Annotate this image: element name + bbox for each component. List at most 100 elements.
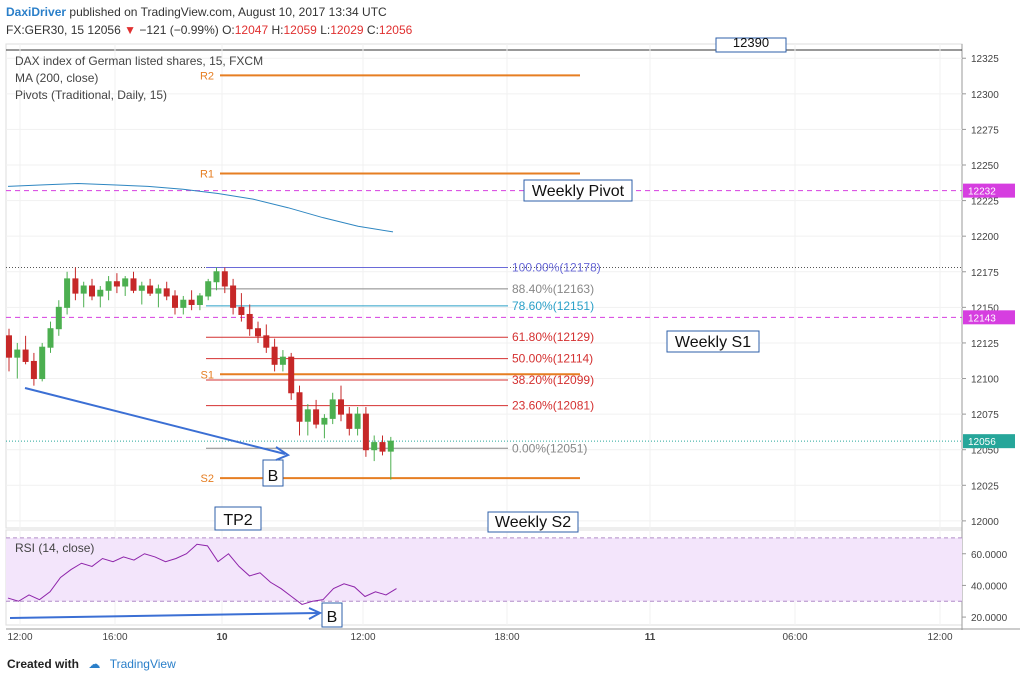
price-tick-label: 12150 [971,303,999,314]
candle-body [279,356,286,365]
weekly-pivot-annotation-box [523,179,633,202]
pivot-label-s1: S1 [201,369,214,381]
time-tick-label: 06:00 [782,632,807,643]
candle-body [14,349,21,358]
fib-level-label: 38.20%(12099) [512,373,594,387]
candle-body [55,306,62,330]
high-value: 12059 [283,23,317,37]
close-value: 12056 [378,23,413,37]
price-axis-badge-text: 12232 [968,187,996,198]
down-arrow-icon: ▼ [124,23,136,37]
candle-body [122,278,129,287]
legend-rsi: RSI (14, close) [15,541,95,555]
legend-pivots: Pivots (Traditional, Daily, 15) [15,88,168,102]
rsi-tick-label: 60.0000 [971,550,1008,561]
fib-level-label: 100.00%(12178) [512,260,601,274]
candle-body [39,346,46,380]
low-label: L: [320,23,331,37]
rsi-tick-label: 20.0000 [971,613,1008,624]
candle-body [288,356,295,394]
price-tick-label: 12050 [971,446,999,457]
candle-body [196,295,203,306]
candle-body [47,328,54,348]
publish-text: published on TradingView.com, August 10,… [69,5,387,19]
candle-body [379,442,386,452]
candle-body [371,442,378,451]
price-tick-label: 12250 [971,161,999,172]
candle-body [354,413,361,429]
ohlc-line: FX:GER30, 15 12056 ▼ −121 (−0.99%) O:120… [6,23,412,37]
high-label: H: [271,23,284,37]
price-tick-label: 12100 [971,375,999,386]
pivot-label-r1: R1 [200,169,214,181]
fib-level-label: 50.00%(12114) [512,352,593,366]
candle-body [338,399,344,415]
ma200-line [7,183,394,233]
candle-body [138,285,145,291]
candle-body [205,281,212,297]
publish-line: DaxiDriver published on TradingView.com,… [6,5,387,19]
author-link[interactable]: DaxiDriver [6,5,67,19]
weekly-s1-annotation-box [666,330,760,353]
fib-level-label: 78.60%(12151) [512,299,594,313]
time-tick-label: 16:00 [102,632,127,643]
price-tick-label: 12300 [971,90,999,101]
candle-body [64,278,71,308]
candle-body [80,285,87,294]
candle-body [172,295,178,308]
open-value: 12047 [234,23,269,37]
time-tick-label: 11 [645,632,656,643]
price-axis-badge [963,434,1015,449]
fib-level-label: 88.40%(12163) [512,282,594,296]
candle-body [72,278,79,294]
tradingview-link[interactable]: TradingView [109,657,176,671]
footer: Created with ☁ TradingView [7,657,176,671]
time-tick-label: 18:00 [494,632,519,643]
top-price-annotation-box [715,37,787,53]
price-tick-label: 12275 [971,125,999,136]
open-label: O: [222,23,235,37]
rsi-divergence-arrow-head [308,607,323,620]
fib-level-label: 0.00%(12051) [512,441,587,455]
price-tick-label: 12075 [971,410,999,421]
b-annotation-price-text: B [268,468,279,485]
low-value: 12029 [330,23,364,37]
time-tick-label: 10 [216,632,228,643]
pivot-label-s2: S2 [201,473,214,485]
candle-body [188,299,195,306]
legend-ma: MA (200, close) [15,71,99,85]
fib-level-label: 23.60%(12081) [512,399,594,413]
rsi-line [7,543,397,605]
rsi-divergence-line [9,612,319,619]
price-tick-label: 12325 [971,54,999,65]
candle-body [97,289,104,297]
price-tick-label: 12000 [971,517,999,528]
candle-body [147,285,154,294]
b-annotation-rsi-box [321,602,343,628]
candle-body [246,313,253,330]
legend-symbol: DAX index of German listed shares, 15, F… [15,54,264,68]
candle-body [213,271,220,283]
candle-body [304,409,311,422]
created-with: Created with [7,657,80,671]
pivot-label-r2: R2 [200,70,214,82]
weekly-s1-annotation-text: Weekly S1 [675,334,751,351]
last-price: 12056 [87,23,121,37]
price-tick-label: 12175 [971,268,999,279]
candle-body [238,306,245,315]
divergence-arrow-line [24,387,286,455]
candle-body [387,440,394,452]
candle-body [313,409,320,425]
price-tick-label: 12025 [971,481,999,492]
b-annotation-price-box [262,459,284,487]
tradingview-logo-icon[interactable]: ☁ [88,657,101,671]
price-tick-label: 12125 [971,339,999,350]
time-tick-label: 12:00 [927,632,952,643]
close-label: C: [366,23,379,37]
candle-body [296,392,303,422]
price-axis-badge-text: 12056 [968,437,996,448]
candle-body [163,288,170,297]
candle-body [321,417,328,425]
price-axis-badge [963,183,1015,198]
